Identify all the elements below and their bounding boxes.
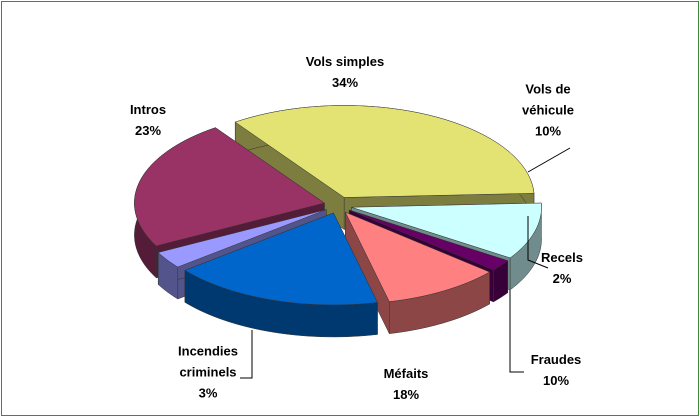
slice-label: Vols simples 34%	[285, 51, 405, 93]
category-label: Vols de véhicule	[521, 81, 575, 118]
slice	[134, 127, 325, 247]
value-label: 10%	[534, 123, 562, 139]
value-label: 34%	[331, 75, 359, 90]
slices	[134, 105, 542, 338]
slice	[349, 209, 509, 271]
leader-line	[240, 330, 253, 379]
slice-label: Incendies criminels 3%	[163, 341, 253, 404]
category-label: Recels	[541, 250, 583, 265]
leader-line	[527, 216, 549, 269]
category-label: Méfaits	[383, 366, 429, 381]
value-label: 18%	[392, 387, 420, 402]
category-label: Incendies criminels	[178, 343, 238, 380]
leader-lines	[240, 147, 571, 379]
leader-line	[527, 147, 571, 173]
slice	[344, 211, 491, 302]
value-label: 3%	[198, 385, 218, 401]
category-label: Intros	[129, 102, 167, 117]
slice-label: Méfaits 18%	[366, 363, 446, 405]
slice	[157, 209, 327, 268]
slice-label: Fraudes 10%	[516, 349, 596, 391]
leader-line	[509, 290, 524, 373]
slice	[234, 105, 535, 198]
value-label: 10%	[542, 373, 570, 388]
slice-label: Vols de véhicule 10%	[503, 79, 593, 142]
slice	[184, 212, 378, 306]
category-label: Vols simples	[305, 54, 385, 69]
value-label: 2%	[552, 271, 572, 286]
slice-label: Intros 23%	[118, 99, 178, 141]
category-label: Fraudes	[530, 352, 582, 367]
value-label: 23%	[134, 123, 162, 138]
slice-label: Recels 2%	[532, 247, 592, 289]
slice	[351, 202, 542, 259]
